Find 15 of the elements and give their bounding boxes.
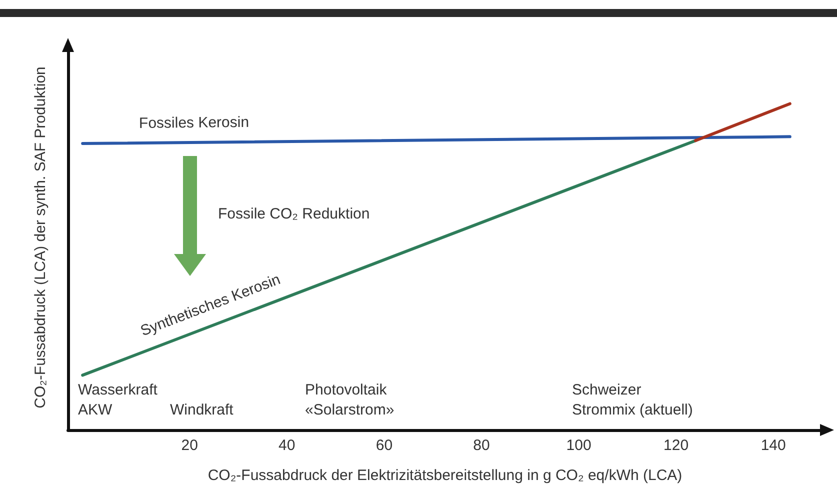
x-tick-label: 40 <box>278 437 296 454</box>
x-tick-label: 80 <box>473 437 490 454</box>
x-tick-label: 20 <box>181 437 198 454</box>
annotation: Photovoltaik «Solarstrom» <box>305 382 394 418</box>
series-label: Fossiles Kerosin <box>138 114 250 132</box>
x-tick-label: 100 <box>566 437 592 454</box>
x-tick-label: 60 <box>376 437 393 454</box>
annotation: Windkraft <box>170 402 234 418</box>
y-axis-title: CO₂-Fussabdruck (LCA) der synth. SAF Produktion <box>32 66 49 408</box>
x-tick-label: 140 <box>760 437 786 454</box>
x-axis-title: CO₂-Fussabdruck der Elektrizitätsbereitstellung in g CO₂ eq/kWh (LCA) <box>208 467 682 484</box>
annotation: Fossile CO₂ Reduktion <box>218 206 370 222</box>
x-tick-label: 120 <box>664 437 689 454</box>
annotation: Wasserkraft AKW <box>78 382 158 418</box>
annotation: Schweizer Strommix (aktuell) <box>572 382 693 418</box>
